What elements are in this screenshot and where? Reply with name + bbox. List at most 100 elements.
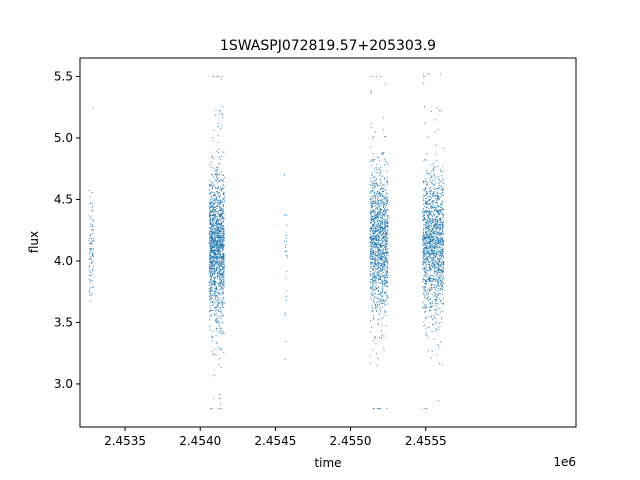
data-point (220, 201, 222, 203)
data-point (442, 303, 444, 305)
data-point (373, 153, 375, 155)
data-point (369, 183, 371, 186)
data-point (422, 214, 424, 216)
data-point (387, 215, 389, 217)
data-point (90, 274, 92, 276)
data-point (210, 244, 212, 246)
data-point (215, 233, 217, 235)
data-point (442, 224, 444, 226)
data-point (89, 278, 91, 281)
data-point (435, 261, 437, 263)
data-point (430, 263, 432, 265)
data-point (215, 258, 217, 260)
data-point (441, 283, 443, 285)
data-point (426, 317, 428, 319)
data-point (218, 302, 220, 304)
data-point (211, 243, 213, 245)
data-point (371, 172, 373, 174)
data-point (210, 293, 212, 295)
data-point (435, 159, 438, 161)
data-point (209, 289, 211, 291)
data-point (378, 270, 380, 272)
data-point (430, 177, 432, 179)
data-point (437, 243, 439, 245)
data-point (427, 195, 430, 197)
data-point (441, 284, 444, 286)
data-point (378, 274, 380, 276)
data-point (372, 239, 374, 241)
data-point (214, 222, 217, 224)
data-point (209, 251, 211, 253)
data-point (377, 208, 379, 211)
data-point (214, 306, 216, 308)
data-point (373, 340, 375, 342)
data-point (376, 262, 378, 264)
data-point (211, 270, 213, 272)
data-point (373, 217, 375, 220)
data-point (92, 252, 94, 254)
data-point (372, 281, 374, 284)
data-point (382, 275, 384, 277)
data-point (387, 183, 389, 185)
data-point (212, 219, 214, 221)
data-point (428, 224, 430, 226)
data-point (387, 272, 389, 274)
data-point (432, 259, 434, 262)
data-point (439, 285, 441, 287)
data-point (210, 279, 212, 281)
data-point (431, 257, 434, 259)
data-point (385, 225, 388, 228)
data-point (373, 184, 375, 186)
data-point (370, 214, 372, 216)
data-point (385, 217, 387, 219)
data-point (384, 185, 386, 188)
data-point (439, 233, 441, 235)
data-point (91, 254, 93, 256)
data-point (378, 249, 380, 251)
data-point (387, 214, 389, 216)
data-point (382, 258, 384, 260)
data-point (375, 287, 377, 289)
data-point (91, 205, 94, 207)
data-point (442, 250, 444, 252)
data-point (213, 269, 215, 271)
data-point (384, 248, 386, 250)
data-point (374, 243, 376, 245)
data-point (437, 289, 439, 291)
data-point (223, 191, 225, 193)
data-point (374, 258, 376, 261)
data-point (369, 256, 371, 258)
data-point (428, 289, 430, 291)
data-point (429, 277, 431, 279)
data-point (213, 229, 215, 231)
data-point (92, 270, 94, 272)
data-point (216, 223, 218, 225)
data-point (424, 296, 426, 298)
data-point (219, 110, 221, 112)
data-point (426, 273, 428, 275)
data-point (440, 229, 442, 231)
data-point (381, 195, 383, 198)
data-point (371, 174, 373, 176)
data-point (437, 231, 439, 234)
data-point (439, 251, 441, 254)
data-point (442, 188, 444, 190)
data-point (216, 75, 218, 78)
data-point (377, 223, 379, 225)
data-point (431, 250, 433, 252)
data-point (213, 267, 215, 269)
data-point (373, 191, 376, 193)
data-point (222, 249, 224, 251)
data-point (376, 194, 378, 196)
data-point (442, 277, 444, 280)
data-point (375, 166, 377, 168)
data-point (214, 308, 216, 310)
data-point (383, 300, 385, 302)
data-point (381, 306, 383, 308)
data-point (208, 267, 211, 269)
data-point (370, 278, 372, 281)
data-point (441, 256, 443, 258)
data-point (373, 233, 375, 235)
data-point (373, 277, 376, 279)
data-point (223, 179, 225, 181)
